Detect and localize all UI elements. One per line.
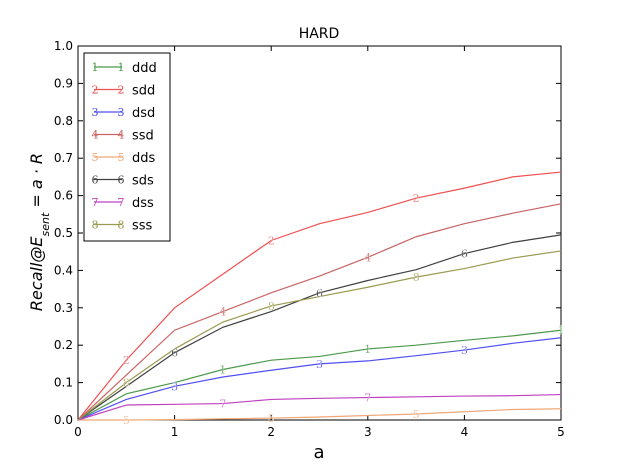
data-point-sds: 6 — [461, 248, 468, 261]
y-tick-label: 0.8 — [54, 114, 73, 128]
series-line-ddd — [77, 329, 562, 421]
chart-title: HARD — [299, 26, 340, 42]
data-point-dsd: 3 — [461, 344, 468, 357]
series-line-sds — [77, 234, 562, 421]
legend-marker: 7 — [92, 196, 99, 209]
data-point-sds: 6 — [316, 287, 323, 300]
data-point-ddd: 1 — [364, 343, 371, 356]
data-point-dss: 7 — [219, 398, 226, 411]
data-point-sss: 8 — [413, 271, 420, 284]
data-point-sdd: 2 — [268, 234, 275, 247]
y-axis-label: Recall@Esent = a · R — [27, 153, 52, 311]
y-tick-label: 0.0 — [54, 413, 73, 427]
y-tick-label: 1.0 — [54, 39, 73, 53]
data-point-dds: 5 — [123, 414, 130, 427]
svg-text:Recall@Esent = a · R: Recall@Esent = a · R — [27, 153, 52, 311]
data-point-dss: 7 — [364, 392, 371, 405]
legend-marker: 7 — [118, 196, 125, 209]
series-line-ssd — [77, 203, 562, 421]
data-point-sss: 8 — [123, 377, 130, 390]
legend-marker: 2 — [118, 84, 125, 97]
y-tick-label: 0.9 — [54, 76, 73, 90]
y-tick-label: 0.2 — [54, 338, 73, 352]
data-point-ddd: 1 — [558, 324, 565, 337]
legend-marker: 1 — [92, 61, 99, 74]
legend-marker: 4 — [118, 129, 125, 142]
legend-marker: 8 — [92, 219, 99, 232]
x-tick-label: 2 — [267, 425, 275, 439]
x-tick-label: 4 — [461, 425, 469, 439]
legend-marker: 8 — [118, 219, 125, 232]
series-line-sss — [77, 250, 562, 421]
data-point-dds: 5 — [268, 412, 275, 425]
legend-label-dss: dss — [132, 196, 154, 211]
data-point-ssd: 4 — [219, 306, 226, 319]
legend-label-sdd: sdd — [132, 84, 155, 99]
legend-marker: 6 — [118, 174, 125, 187]
legend-label-ssd: ssd — [132, 129, 154, 144]
legend-label-dsd: dsd — [132, 106, 155, 121]
legend-marker: 6 — [92, 174, 99, 187]
legend-box — [83, 52, 171, 242]
y-tick-label: 0.4 — [54, 263, 73, 277]
legend-label-sss: sss — [132, 219, 153, 234]
x-tick-label: 0 — [74, 425, 82, 439]
series-line-dds — [78, 408, 562, 421]
legend-marker: 1 — [118, 61, 125, 74]
legend-marker: 4 — [92, 129, 99, 142]
legend-marker: 5 — [92, 151, 99, 164]
data-point-sdd: 2 — [413, 192, 420, 205]
legend-marker: 3 — [92, 106, 99, 119]
legend: 1 1 ddd 2 2 sdd 3 3 dsd 4 4 ssd 5 5 dds 6 6 sds 7 7 dss 8 8 sss — [83, 52, 171, 242]
series-line-dsd — [77, 337, 562, 421]
data-point-ddd: 1 — [219, 364, 226, 377]
legend-label-ddd: ddd — [132, 61, 157, 76]
data-point-sss: 8 — [268, 300, 275, 313]
data-point-dds: 5 — [413, 408, 420, 421]
legend-marker: 3 — [118, 106, 125, 119]
legend-label-sds: sds — [132, 174, 154, 189]
x-tick-label: 3 — [364, 425, 372, 439]
data-point-dsd: 3 — [316, 358, 323, 371]
y-tick-label: 0.1 — [54, 376, 73, 390]
y-tick-label: 0.7 — [54, 151, 73, 165]
legend-label-dds: dds — [132, 151, 156, 166]
data-point-ssd: 4 — [364, 251, 371, 264]
y-tick-label: 0.5 — [54, 226, 73, 240]
x-tick-label: 5 — [557, 425, 565, 439]
data-point-sdd: 2 — [123, 354, 130, 367]
data-point-sds: 6 — [171, 347, 178, 360]
x-tick-label: 1 — [171, 425, 179, 439]
legend-marker: 2 — [92, 84, 99, 97]
data-point-dsd: 3 — [171, 380, 178, 393]
legend-marker: 5 — [118, 151, 125, 164]
x-axis-label: a — [313, 442, 324, 463]
series-line-sdd — [77, 171, 562, 421]
y-tick-label: 0.3 — [54, 301, 73, 315]
y-tick-label: 0.6 — [54, 189, 73, 203]
series-line-dss — [77, 393, 562, 421]
